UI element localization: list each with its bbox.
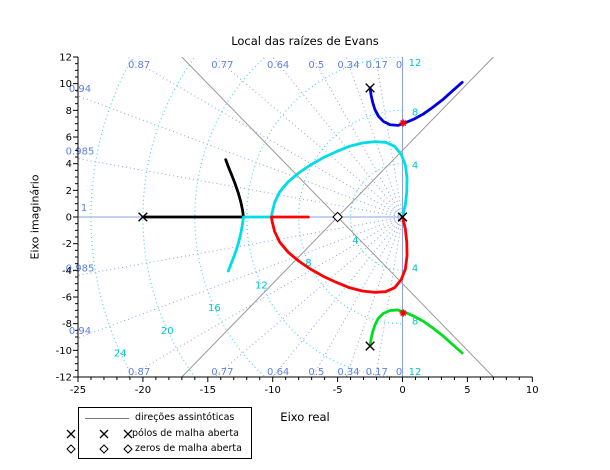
zero-diamond-icon <box>99 444 109 454</box>
chart-title: Local das raízes de Evans <box>231 34 379 48</box>
svg-text:-2: -2 <box>62 239 72 250</box>
branch-from-upper-complex-pole <box>368 80 464 127</box>
asymptote-line-icon <box>85 418 129 419</box>
svg-text:0: 0 <box>396 367 402 378</box>
root-locus-branches <box>141 80 464 355</box>
branch-from-pole-minus20 <box>141 158 245 219</box>
open-loop-zero-marker <box>332 211 343 223</box>
svg-text:-10: -10 <box>265 385 281 396</box>
svg-text:0.34: 0.34 <box>337 60 359 71</box>
svg-text:16: 16 <box>208 303 221 314</box>
svg-text:0.94: 0.94 <box>69 326 91 337</box>
svg-text:-8: -8 <box>62 319 72 330</box>
svg-text:10: 10 <box>59 79 72 90</box>
svg-text:1: 1 <box>81 203 87 214</box>
svg-text:8: 8 <box>412 107 418 118</box>
legend-label-zeros: zeros de malha aberta <box>135 443 242 454</box>
svg-text:2: 2 <box>66 186 72 197</box>
branch-origin-upper-loop <box>226 140 409 273</box>
svg-text:-20: -20 <box>135 385 151 396</box>
svg-text:0.985: 0.985 <box>66 147 95 158</box>
svg-text:10: 10 <box>526 385 539 396</box>
legend: direções assintóticas pólos de malha abe… <box>66 407 252 459</box>
svg-text:4: 4 <box>66 159 72 170</box>
svg-text:-5: -5 <box>333 385 343 396</box>
svg-text:0.985: 0.985 <box>66 263 95 274</box>
svg-text:-10: -10 <box>56 346 72 357</box>
svg-text:20: 20 <box>161 326 174 337</box>
pole-x-icon <box>123 429 133 439</box>
svg-text:0.87: 0.87 <box>128 367 150 378</box>
pole-x-icon <box>66 429 76 439</box>
legend-label-poles: pólos de malha aberta <box>132 428 239 439</box>
open-loop-pole-marker <box>138 212 148 222</box>
x-axis-label: Eixo real <box>280 410 330 424</box>
open-loop-pole-marker <box>365 83 375 93</box>
svg-text:8: 8 <box>305 258 311 269</box>
svg-text:-6: -6 <box>62 293 72 304</box>
svg-text:0: 0 <box>66 213 72 224</box>
svg-text:-12: -12 <box>56 373 72 384</box>
svg-text:-25: -25 <box>70 385 86 396</box>
svg-text:0.17: 0.17 <box>366 367 388 378</box>
pole-x-icon <box>99 429 109 439</box>
svg-text:0.17: 0.17 <box>366 60 388 71</box>
axes: -25 -20 -15 -10 -5 0 5 10121086420-2-4-6-8-10-1… <box>56 53 539 397</box>
svg-text:0.64: 0.64 <box>267 60 289 71</box>
svg-text:0: 0 <box>399 385 405 396</box>
svg-text:12: 12 <box>409 58 422 69</box>
branch-origin-lower-loop <box>270 215 409 294</box>
svg-text:0: 0 <box>396 60 402 71</box>
legend-label-asymptotes: direções assintóticas <box>135 412 235 423</box>
svg-text:8: 8 <box>66 106 72 117</box>
open-loop-pole-marker <box>365 341 375 351</box>
sgrid <box>78 57 403 377</box>
svg-text:0.77: 0.77 <box>211 367 233 378</box>
svg-text:-15: -15 <box>200 385 216 396</box>
open-loop-pole-marker <box>397 212 408 222</box>
svg-text:24: 24 <box>114 348 127 359</box>
zero-diamond-icon <box>66 444 76 454</box>
svg-text:4: 4 <box>352 236 358 247</box>
svg-text:0.5: 0.5 <box>308 367 324 378</box>
svg-text:4: 4 <box>412 263 418 274</box>
branch-from-lower-complex-pole <box>368 308 464 355</box>
svg-text:4: 4 <box>412 161 418 172</box>
svg-text:8: 8 <box>412 317 418 328</box>
svg-text:0.77: 0.77 <box>211 60 233 71</box>
svg-text:0.5: 0.5 <box>308 60 324 71</box>
zero-diamond-icon <box>123 444 133 454</box>
sgrid-labels: 0.17 0.17 0.34 0.34 0.5 0.5 0.64 0.64 0.77 0.77 0.… <box>66 58 422 378</box>
svg-text:0.34: 0.34 <box>337 367 359 378</box>
svg-text:6: 6 <box>66 133 72 144</box>
svg-text:0.87: 0.87 <box>128 60 150 71</box>
svg-text:12: 12 <box>255 281 268 292</box>
svg-text:0.64: 0.64 <box>267 367 289 378</box>
pole-zero-markers <box>138 83 408 351</box>
gain-point-star-marker <box>399 309 407 317</box>
svg-text:5: 5 <box>464 385 470 396</box>
svg-text:-4: -4 <box>62 266 72 277</box>
svg-text:0.94: 0.94 <box>69 84 91 95</box>
gain-point-star-marker <box>399 119 407 127</box>
svg-text:12: 12 <box>59 53 72 64</box>
svg-text:12: 12 <box>409 367 422 378</box>
